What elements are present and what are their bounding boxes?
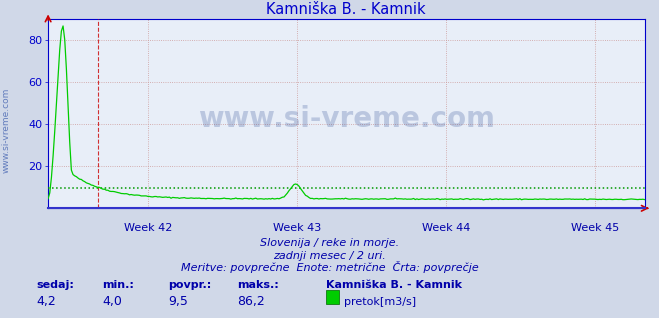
Text: Week 43: Week 43: [273, 224, 321, 233]
Text: 4,2: 4,2: [36, 295, 56, 308]
Text: Kamniška B. - Kamnik: Kamniška B. - Kamnik: [326, 280, 462, 290]
Text: sedaj:: sedaj:: [36, 280, 74, 290]
Text: Week 42: Week 42: [123, 224, 172, 233]
Text: maks.:: maks.:: [237, 280, 279, 290]
Text: pretok[m3/s]: pretok[m3/s]: [344, 297, 416, 307]
Text: Meritve: povprečne  Enote: metrične  Črta: povprečje: Meritve: povprečne Enote: metrične Črta:…: [181, 261, 478, 273]
Text: zadnji mesec / 2 uri.: zadnji mesec / 2 uri.: [273, 251, 386, 261]
Text: 86,2: 86,2: [237, 295, 265, 308]
Text: povpr.:: povpr.:: [168, 280, 212, 290]
Text: 4,0: 4,0: [102, 295, 122, 308]
Text: Slovenija / reke in morje.: Slovenija / reke in morje.: [260, 238, 399, 248]
Text: www.si-vreme.com: www.si-vreme.com: [2, 88, 11, 173]
Title: Kamniška B. - Kamnik: Kamniška B. - Kamnik: [266, 2, 426, 17]
Text: Week 44: Week 44: [422, 224, 470, 233]
Text: Week 45: Week 45: [571, 224, 619, 233]
Text: www.si-vreme.com: www.si-vreme.com: [198, 105, 495, 133]
Text: min.:: min.:: [102, 280, 134, 290]
Text: 9,5: 9,5: [168, 295, 188, 308]
